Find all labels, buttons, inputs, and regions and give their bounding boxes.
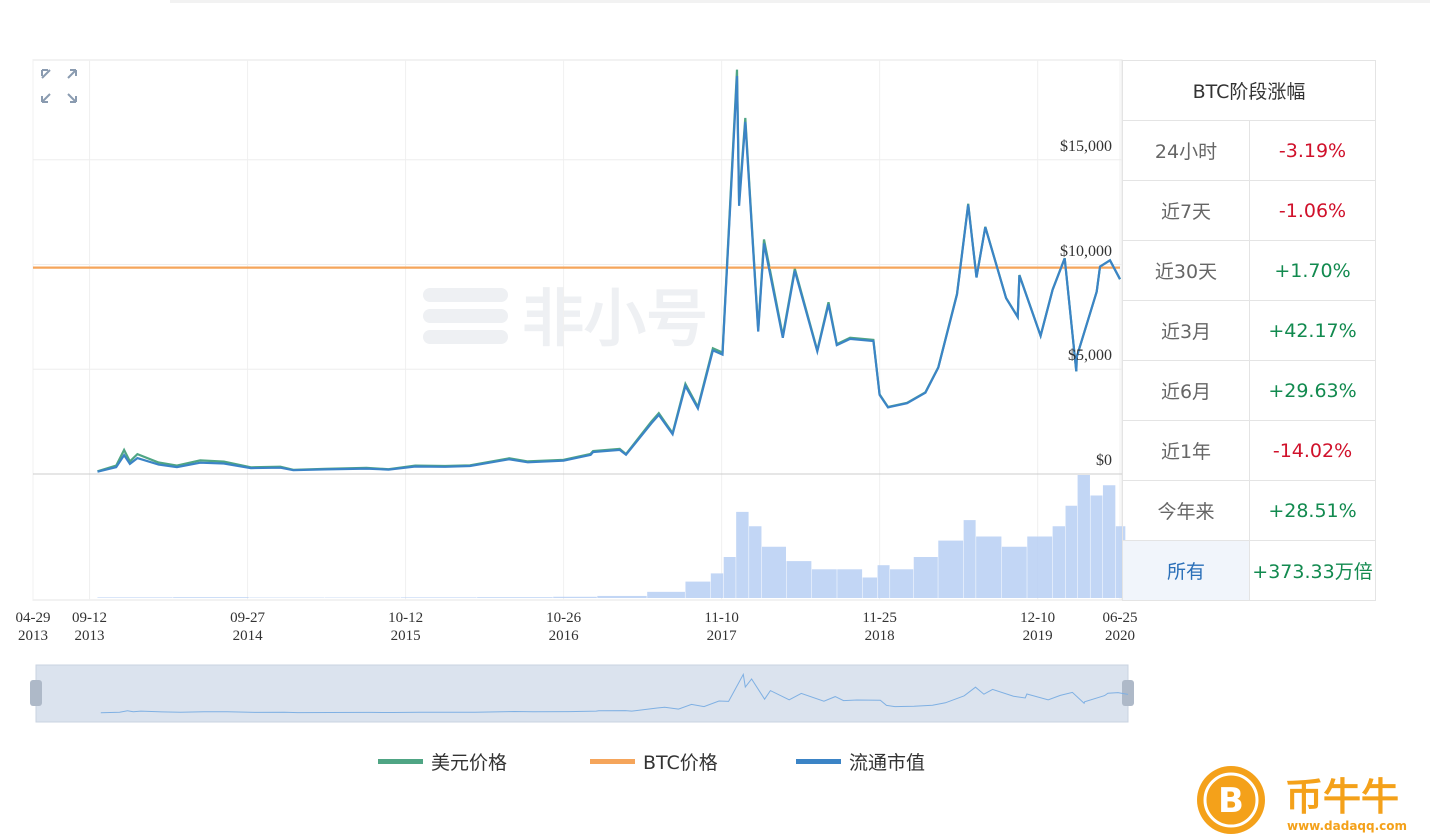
brand-logo <box>1197 766 1265 834</box>
legend-label: 美元价格 <box>431 752 508 774</box>
legend-swatch <box>796 759 841 764</box>
volume-bar <box>877 565 890 598</box>
volume-bar <box>761 546 786 598</box>
x-tick-label: 11-10 2017 <box>704 610 739 644</box>
top-bar <box>170 0 1430 3</box>
x-tick-label: 10-12 2015 <box>388 610 424 644</box>
volume-bar <box>1001 546 1027 598</box>
brand-url: www.dadaqq.com <box>1287 819 1407 833</box>
volume-bar <box>723 557 736 598</box>
volume-bar <box>786 561 812 598</box>
period-change: +28.51% <box>1249 480 1376 541</box>
navigator-line <box>100 672 1129 714</box>
navigator-handle[interactable] <box>30 680 42 706</box>
volume-bar <box>963 520 976 598</box>
volume-bar <box>1077 475 1090 598</box>
legend-item[interactable]: 流通市值 <box>796 748 925 775</box>
volume-bar <box>1052 526 1066 598</box>
volume-bar <box>1102 485 1116 598</box>
x-tick-label: 09-12 2013 <box>72 610 108 644</box>
volume-bar <box>837 569 863 598</box>
navigator[interactable] <box>35 664 1129 723</box>
volume-bar <box>1027 536 1053 598</box>
table-title: BTC阶段涨幅 <box>1122 60 1376 121</box>
volume-bar <box>811 569 837 598</box>
x-tick-label: 04-29 2013 <box>15 610 51 644</box>
legend-item[interactable]: 美元价格 <box>378 748 507 775</box>
table-row[interactable]: 今年来 +28.51% <box>1122 480 1376 541</box>
period-label: 所有 <box>1122 540 1250 601</box>
period-change: +29.63% <box>1249 360 1376 421</box>
volume-bar <box>647 591 685 598</box>
volume-bar <box>553 596 597 598</box>
volume-bar <box>1090 495 1103 598</box>
y-tick-label: $15,000 <box>1060 137 1112 155</box>
legend-item[interactable]: BTC价格 <box>590 748 718 775</box>
watermark: 非小号 <box>522 282 708 355</box>
period-change: +42.17% <box>1249 300 1376 361</box>
legend-swatch <box>590 759 635 764</box>
volume-bar <box>173 597 249 598</box>
period-change: -1.06% <box>1249 180 1376 241</box>
table-row[interactable]: 24小时 -3.19% <box>1122 120 1376 181</box>
volume-bar <box>913 557 938 598</box>
x-tick-label: 10-26 2016 <box>546 610 582 644</box>
y-tick-label: $10,000 <box>1060 242 1112 260</box>
change-table: BTC阶段涨幅 24小时 -3.19% 近7天 -1.06% 近30天 +1.70% 近3月 +… <box>1122 60 1376 601</box>
legend-label: BTC价格 <box>643 752 718 774</box>
table-row[interactable]: 近7天 -1.06% <box>1122 180 1376 241</box>
y-tick-label: $0 <box>1096 452 1112 469</box>
volume-bar <box>890 569 914 598</box>
period-label: 近30天 <box>1122 240 1250 301</box>
expand-icon[interactable] <box>41 69 77 103</box>
x-tick-label: 09-27 2014 <box>230 610 266 644</box>
table-header-row: BTC阶段涨幅 <box>1122 60 1376 121</box>
series-line <box>97 75 1121 473</box>
period-change: -3.19% <box>1249 120 1376 181</box>
volume-bar <box>862 577 878 598</box>
period-label: 近3月 <box>1122 300 1250 361</box>
period-label: 近7天 <box>1122 180 1250 241</box>
period-label: 24小时 <box>1122 120 1250 181</box>
watermark-icon <box>423 288 508 344</box>
volume-bar <box>597 595 647 598</box>
table-row[interactable]: 近3月 +42.17% <box>1122 300 1376 361</box>
period-label: 今年来 <box>1122 480 1250 541</box>
x-tick-label: 12-10 2019 <box>1020 610 1056 644</box>
volume-bar <box>976 536 1002 598</box>
volume-bar <box>749 526 762 598</box>
table-row[interactable]: 所有 +373.33万倍 <box>1122 540 1376 601</box>
volume-bar <box>710 573 724 598</box>
brand-logo-ring <box>1203 772 1259 828</box>
x-tick-label: 11-25 2018 <box>862 610 897 644</box>
volume-bar <box>1115 526 1126 598</box>
volume-bar <box>477 597 553 598</box>
y-tick-label: $5,000 <box>1068 347 1112 365</box>
series-line <box>97 69 1121 473</box>
legend-label: 流通市值 <box>849 752 926 774</box>
period-label: 近1年 <box>1122 420 1250 481</box>
volume-bar <box>401 597 477 598</box>
table-row[interactable]: 近30天 +1.70% <box>1122 240 1376 301</box>
volume-bar <box>938 540 964 598</box>
table-row[interactable]: 近6月 +29.63% <box>1122 360 1376 421</box>
volume-bar <box>736 511 749 598</box>
period-label: 近6月 <box>1122 360 1250 421</box>
navigator-handle[interactable] <box>1122 680 1134 706</box>
brand-logo-mark: B <box>1218 781 1244 821</box>
period-change: +1.70% <box>1249 240 1376 301</box>
period-change: -14.02% <box>1249 420 1376 481</box>
volume-bar <box>1065 505 1078 598</box>
brand-name: 币牛牛 <box>1285 775 1399 819</box>
table-row[interactable]: 近1年 -14.02% <box>1122 420 1376 481</box>
legend-swatch <box>378 759 423 764</box>
volume-bar <box>97 597 173 598</box>
x-tick-label: 06-25 2020 <box>1102 610 1138 644</box>
period-change: +373.33万倍 <box>1249 540 1376 601</box>
volume-bar <box>685 581 711 598</box>
